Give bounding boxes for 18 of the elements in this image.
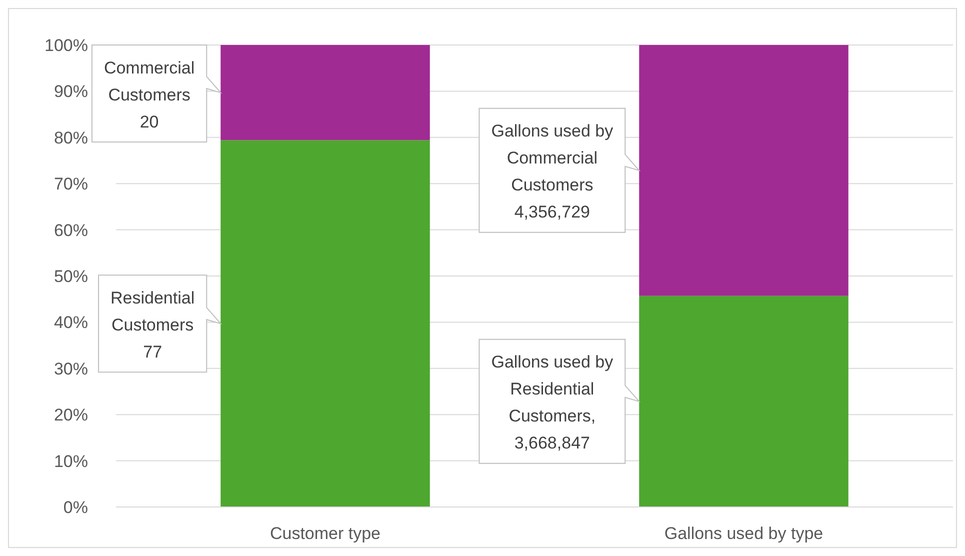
y-tick-label: 20% [54, 406, 88, 425]
annotation: Gallons used by Residential Customers, 3,668,847 [491, 352, 614, 453]
y-tick-label: 80% [54, 128, 88, 148]
annotation: Commercial Customers 20 [104, 58, 195, 132]
y-tick-label: 60% [54, 220, 88, 240]
y-tick-label: 40% [54, 313, 88, 332]
y-tick-label: 100% [44, 36, 88, 55]
y-tick-label: 30% [54, 359, 88, 378]
x-tick-label: Customer type [270, 524, 381, 543]
y-tick-label: 0% [63, 498, 88, 517]
bar [220, 140, 430, 507]
y-tick-label: 90% [54, 82, 88, 102]
y-tick-label: 50% [54, 266, 88, 286]
annotation: Gallons used by Commercial Customers 4,356,729 [491, 122, 614, 222]
x-tick-label: Gallons used by type [664, 524, 824, 543]
y-tick-label: 70% [54, 174, 88, 194]
y-tick-label: 10% [54, 452, 88, 471]
annotation: Residential Customers 77 [110, 288, 195, 362]
